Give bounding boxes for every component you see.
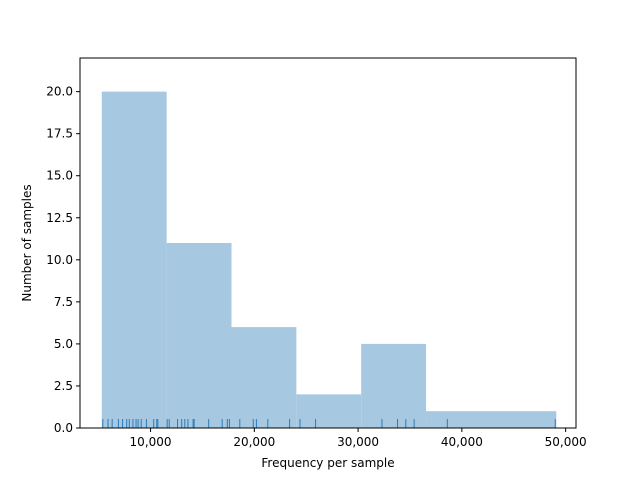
histogram-bar-1 [166,243,232,428]
histogram-bar-5 [426,411,557,428]
y-tick-label-7: 17.5 [46,127,73,141]
plot-frame [79,57,577,429]
y-axis-ticks: 0.0 2.5 5.0 7.5 10.0 12.5 15.0 17.5 20.0 [46,85,80,435]
x-tick-label-3: 40,000 [441,435,483,449]
histogram-bar-0 [101,91,167,429]
y-tick-label-1: 2.5 [54,379,73,393]
y-tick-label-5: 12.5 [46,211,73,225]
x-tick-label-2: 30,000 [337,435,379,449]
histogram-bars [101,91,557,429]
x-tick-label-4: 50,000 [545,435,587,449]
y-tick-label-8: 20.0 [46,85,73,99]
y-tick-label-0: 0.0 [54,421,73,435]
x-axis-label: Frequency per sample [261,456,394,470]
x-tick-label-0: 10,000 [130,435,172,449]
histogram-bar-2 [231,327,297,428]
y-tick-label-4: 10.0 [46,253,73,267]
y-axis-label: Number of samples [20,184,34,301]
x-axis-ticks: 10,000 20,000 30,000 40,000 50,000 [130,428,587,449]
y-tick-label-3: 7.5 [54,295,73,309]
y-tick-label-2: 5.0 [54,337,73,351]
x-tick-label-1: 20,000 [233,435,275,449]
y-tick-label-6: 15.0 [46,169,73,183]
histogram-bar-3 [296,394,362,428]
rug-marks [102,419,556,428]
histogram-bar-4 [361,343,427,428]
